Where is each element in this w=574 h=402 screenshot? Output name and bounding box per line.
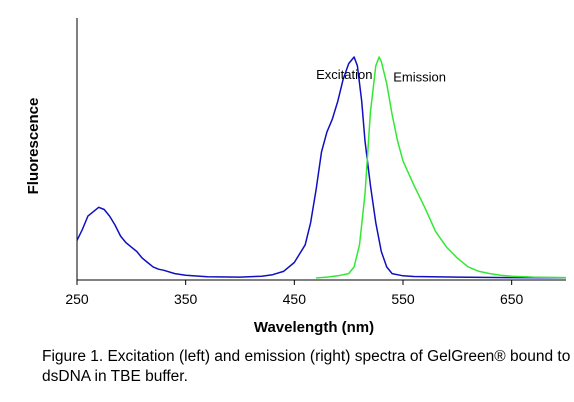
emission-series-line [316, 56, 567, 279]
x-axis-title: Wavelength (nm) [254, 319, 374, 336]
emission-annotation: Emission [393, 69, 446, 84]
x-tick-label: 450 [283, 291, 307, 307]
figure-caption: Figure 1. Excitation (left) and emission… [42, 348, 571, 385]
excitation-annotation: Excitation [316, 67, 372, 82]
spectra-chart: 250 350 450 550 650 Excitation Emission Wavel… [25, 18, 567, 336]
plot-frame [76, 18, 566, 281]
x-tick-label: 550 [391, 291, 415, 307]
x-tick-label: 350 [174, 291, 198, 307]
x-tick-label: 250 [65, 291, 89, 307]
annotations: Excitation Emission [316, 67, 446, 84]
x-tick-labels: 250 350 450 550 650 [65, 280, 524, 307]
excitation-series-line [76, 56, 567, 279]
series-layer [76, 56, 567, 279]
x-tick-label: 650 [500, 291, 524, 307]
y-axis-title: Fluorescence [25, 98, 42, 195]
